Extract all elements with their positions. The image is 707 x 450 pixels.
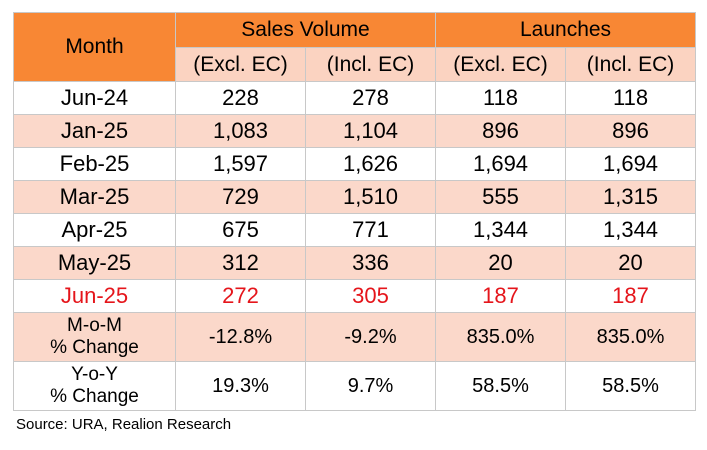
cell-value: 9.7%: [304, 361, 437, 411]
cell-value: -12.8%: [175, 312, 306, 362]
mom-label-line2: % Change: [50, 337, 139, 358]
cell-value: 58.5%: [565, 361, 697, 411]
mom-change-row: M-o-M % Change -12.8% -9.2% 835.0% 835.0…: [13, 312, 697, 362]
row-month: Jun-24: [13, 81, 176, 115]
cell-value: 1,626: [304, 147, 437, 181]
table-row: Apr-25 675 771 1,344 1,344: [13, 213, 697, 247]
table-row: May-25 312 336 20 20: [13, 246, 697, 280]
cell-value: 1,315: [565, 180, 697, 214]
cell-value: 835.0%: [565, 312, 697, 362]
cell-value: 555: [435, 180, 567, 214]
cell-value: 1,510: [304, 180, 437, 214]
cell-value: 20: [565, 246, 697, 280]
cell-value: 1,344: [565, 213, 697, 247]
cell-value: 675: [175, 213, 306, 247]
cell-value: 20: [435, 246, 567, 280]
subheader-sales-excl-ec: (Excl. EC): [175, 47, 306, 82]
cell-value: 1,694: [565, 147, 697, 181]
row-month: May-25: [13, 246, 176, 280]
row-month: Apr-25: [13, 213, 176, 247]
subheader-sales-incl-ec: (Incl. EC): [304, 47, 437, 82]
row-month: Feb-25: [13, 147, 176, 181]
table-row: Jun-24 228 278 118 118: [13, 81, 697, 115]
cell-value: 771: [304, 213, 437, 247]
yoy-label-line2: % Change: [50, 386, 139, 407]
cell-value: 1,083: [175, 114, 306, 148]
cell-value: 896: [565, 114, 697, 148]
table-row-current-month: Jun-25 272 305 187 187: [13, 279, 697, 313]
yoy-change-row: Y-o-Y % Change 19.3% 9.7% 58.5% 58.5%: [13, 361, 697, 411]
cell-value: 58.5%: [435, 361, 567, 411]
header-row-subheaders: (Excl. EC) (Incl. EC) (Excl. EC) (Incl. …: [14, 47, 697, 82]
cell-value: -9.2%: [304, 312, 437, 362]
cell-value: 187: [565, 279, 697, 313]
table-row: Feb-25 1,597 1,626 1,694 1,694: [13, 147, 697, 181]
mom-label-line1: M-o-M: [67, 315, 122, 336]
launches-header: Launches: [435, 12, 697, 48]
subheader-launches-excl-ec: (Excl. EC): [435, 47, 567, 82]
cell-value: 305: [304, 279, 437, 313]
cell-value: 1,344: [435, 213, 567, 247]
row-month: Mar-25: [13, 180, 176, 214]
cell-value: 835.0%: [435, 312, 567, 362]
cell-value: 272: [175, 279, 306, 313]
cell-value: 228: [175, 81, 306, 115]
mom-change-label: M-o-M % Change: [13, 312, 176, 362]
yoy-change-label: Y-o-Y % Change: [13, 361, 176, 411]
sales-launches-table: Month Sales Volume Launches (Excl. EC) (…: [13, 12, 697, 411]
cell-value: 187: [435, 279, 567, 313]
source-note: Source: URA, Realion Research: [16, 416, 232, 433]
month-column-header: Month: [13, 12, 176, 82]
cell-value: 729: [175, 180, 306, 214]
table-row: Mar-25 729 1,510 555 1,315: [13, 180, 697, 214]
row-month: Jun-25: [13, 279, 176, 313]
cell-value: 312: [175, 246, 306, 280]
cell-value: 278: [304, 81, 437, 115]
cell-value: 896: [435, 114, 567, 148]
cell-value: 1,694: [435, 147, 567, 181]
cell-value: 336: [304, 246, 437, 280]
subheader-launches-incl-ec: (Incl. EC): [565, 47, 697, 82]
cell-value: 19.3%: [175, 361, 306, 411]
cell-value: 1,104: [304, 114, 437, 148]
cell-value: 1,597: [175, 147, 306, 181]
row-month: Jan-25: [13, 114, 176, 148]
header-row-groups: Month Sales Volume Launches: [13, 12, 697, 82]
yoy-label-line1: Y-o-Y: [71, 364, 118, 385]
table-row: Jan-25 1,083 1,104 896 896: [13, 114, 697, 148]
cell-value: 118: [435, 81, 567, 115]
cell-value: 118: [565, 81, 697, 115]
sales-volume-header: Sales Volume: [174, 12, 437, 48]
